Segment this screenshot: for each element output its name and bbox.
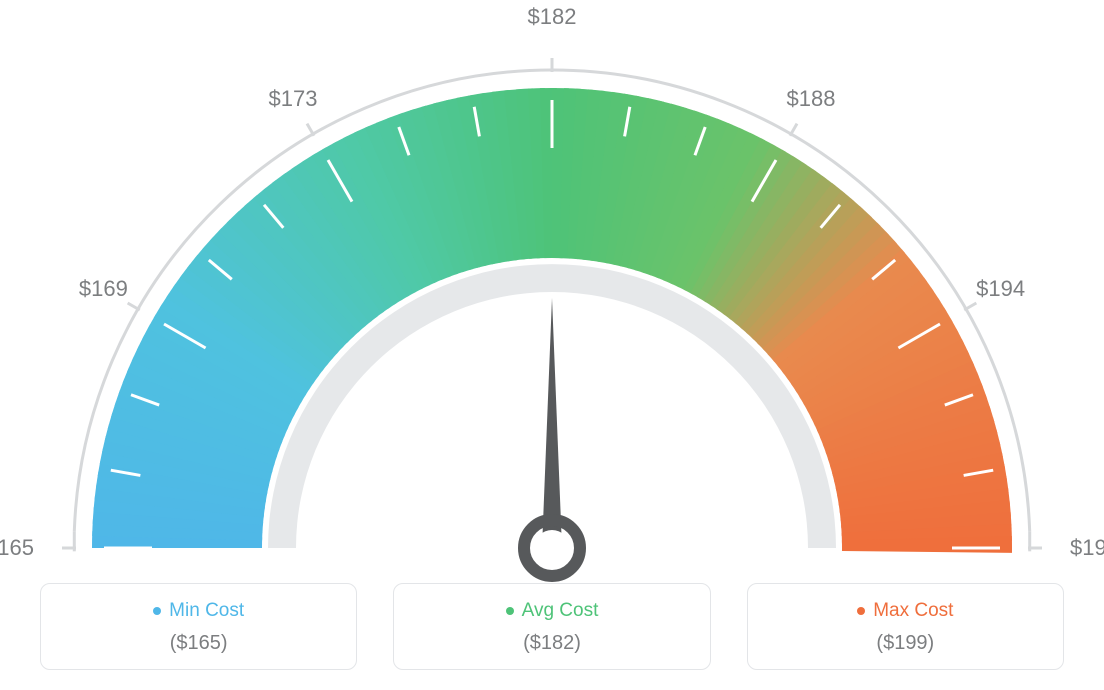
dot-icon	[153, 607, 161, 615]
legend-title-text: Avg Cost	[522, 600, 599, 622]
gauge-chart: $165 $169 $173 $182 $188 $194 $199	[0, 0, 1104, 580]
legend-value-max: ($199)	[748, 632, 1063, 655]
dot-icon	[857, 607, 865, 615]
gauge-svg	[32, 28, 1072, 588]
gauge-tick-label: $165	[0, 535, 34, 561]
legend-card-max: Max Cost ($199)	[747, 583, 1064, 670]
gauge-tick-label: $199	[1070, 535, 1104, 561]
legend-row: Min Cost ($165) Avg Cost ($182) Max Cost…	[0, 583, 1104, 670]
gauge-tick-label: $188	[787, 86, 836, 112]
legend-title-text: Min Cost	[169, 600, 244, 622]
legend-title-min: Min Cost	[153, 600, 244, 622]
legend-value-avg: ($182)	[394, 632, 709, 655]
legend-card-avg: Avg Cost ($182)	[393, 583, 710, 670]
legend-title-text: Max Cost	[873, 600, 953, 622]
legend-card-min: Min Cost ($165)	[40, 583, 357, 670]
legend-title-max: Max Cost	[857, 600, 953, 622]
dot-icon	[506, 607, 514, 615]
gauge-tick-label: $173	[269, 86, 318, 112]
gauge-tick-label: $182	[528, 4, 577, 30]
gauge-tick-label: $194	[976, 276, 1025, 302]
legend-value-min: ($165)	[41, 632, 356, 655]
legend-title-avg: Avg Cost	[506, 600, 599, 622]
gauge-tick-label: $169	[79, 276, 128, 302]
